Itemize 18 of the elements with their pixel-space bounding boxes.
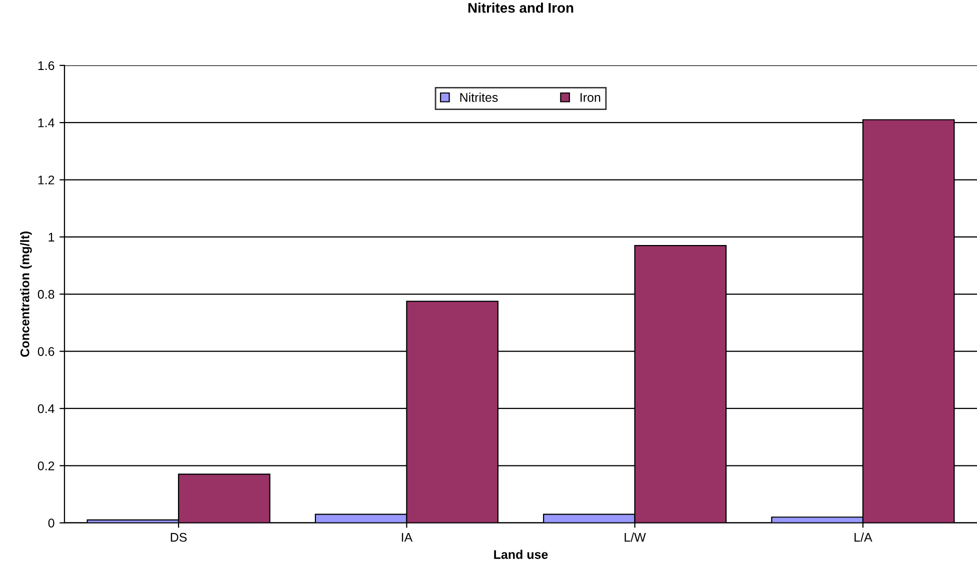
y-tick-label: 1.6 [38,61,54,70]
y-tick-label: 1 [48,232,54,242]
legend-label: Iron [580,93,600,102]
y-tick-label: 0 [48,518,54,528]
x-axis-title: Land use [494,550,548,559]
y-tick-label: 0.4 [38,404,54,414]
x-tick-label: DS [170,532,187,542]
chart-title: Nitrites and Iron [468,2,574,13]
legend-label: Nitrites [460,92,498,102]
x-tick-label: IA [402,533,413,542]
y-tick-label: 0.6 [38,347,54,356]
y-tick-label: 1.4 [38,118,54,128]
y-axis-title: Concentration (mg/lt) [20,232,32,357]
y-tick-label: 1.2 [38,176,54,184]
x-tick-label: L/W [624,532,646,542]
x-tick-label: L/A [854,532,872,542]
y-tick-label: 0.2 [38,461,54,470]
y-tick-label: 0.8 [38,290,54,299]
